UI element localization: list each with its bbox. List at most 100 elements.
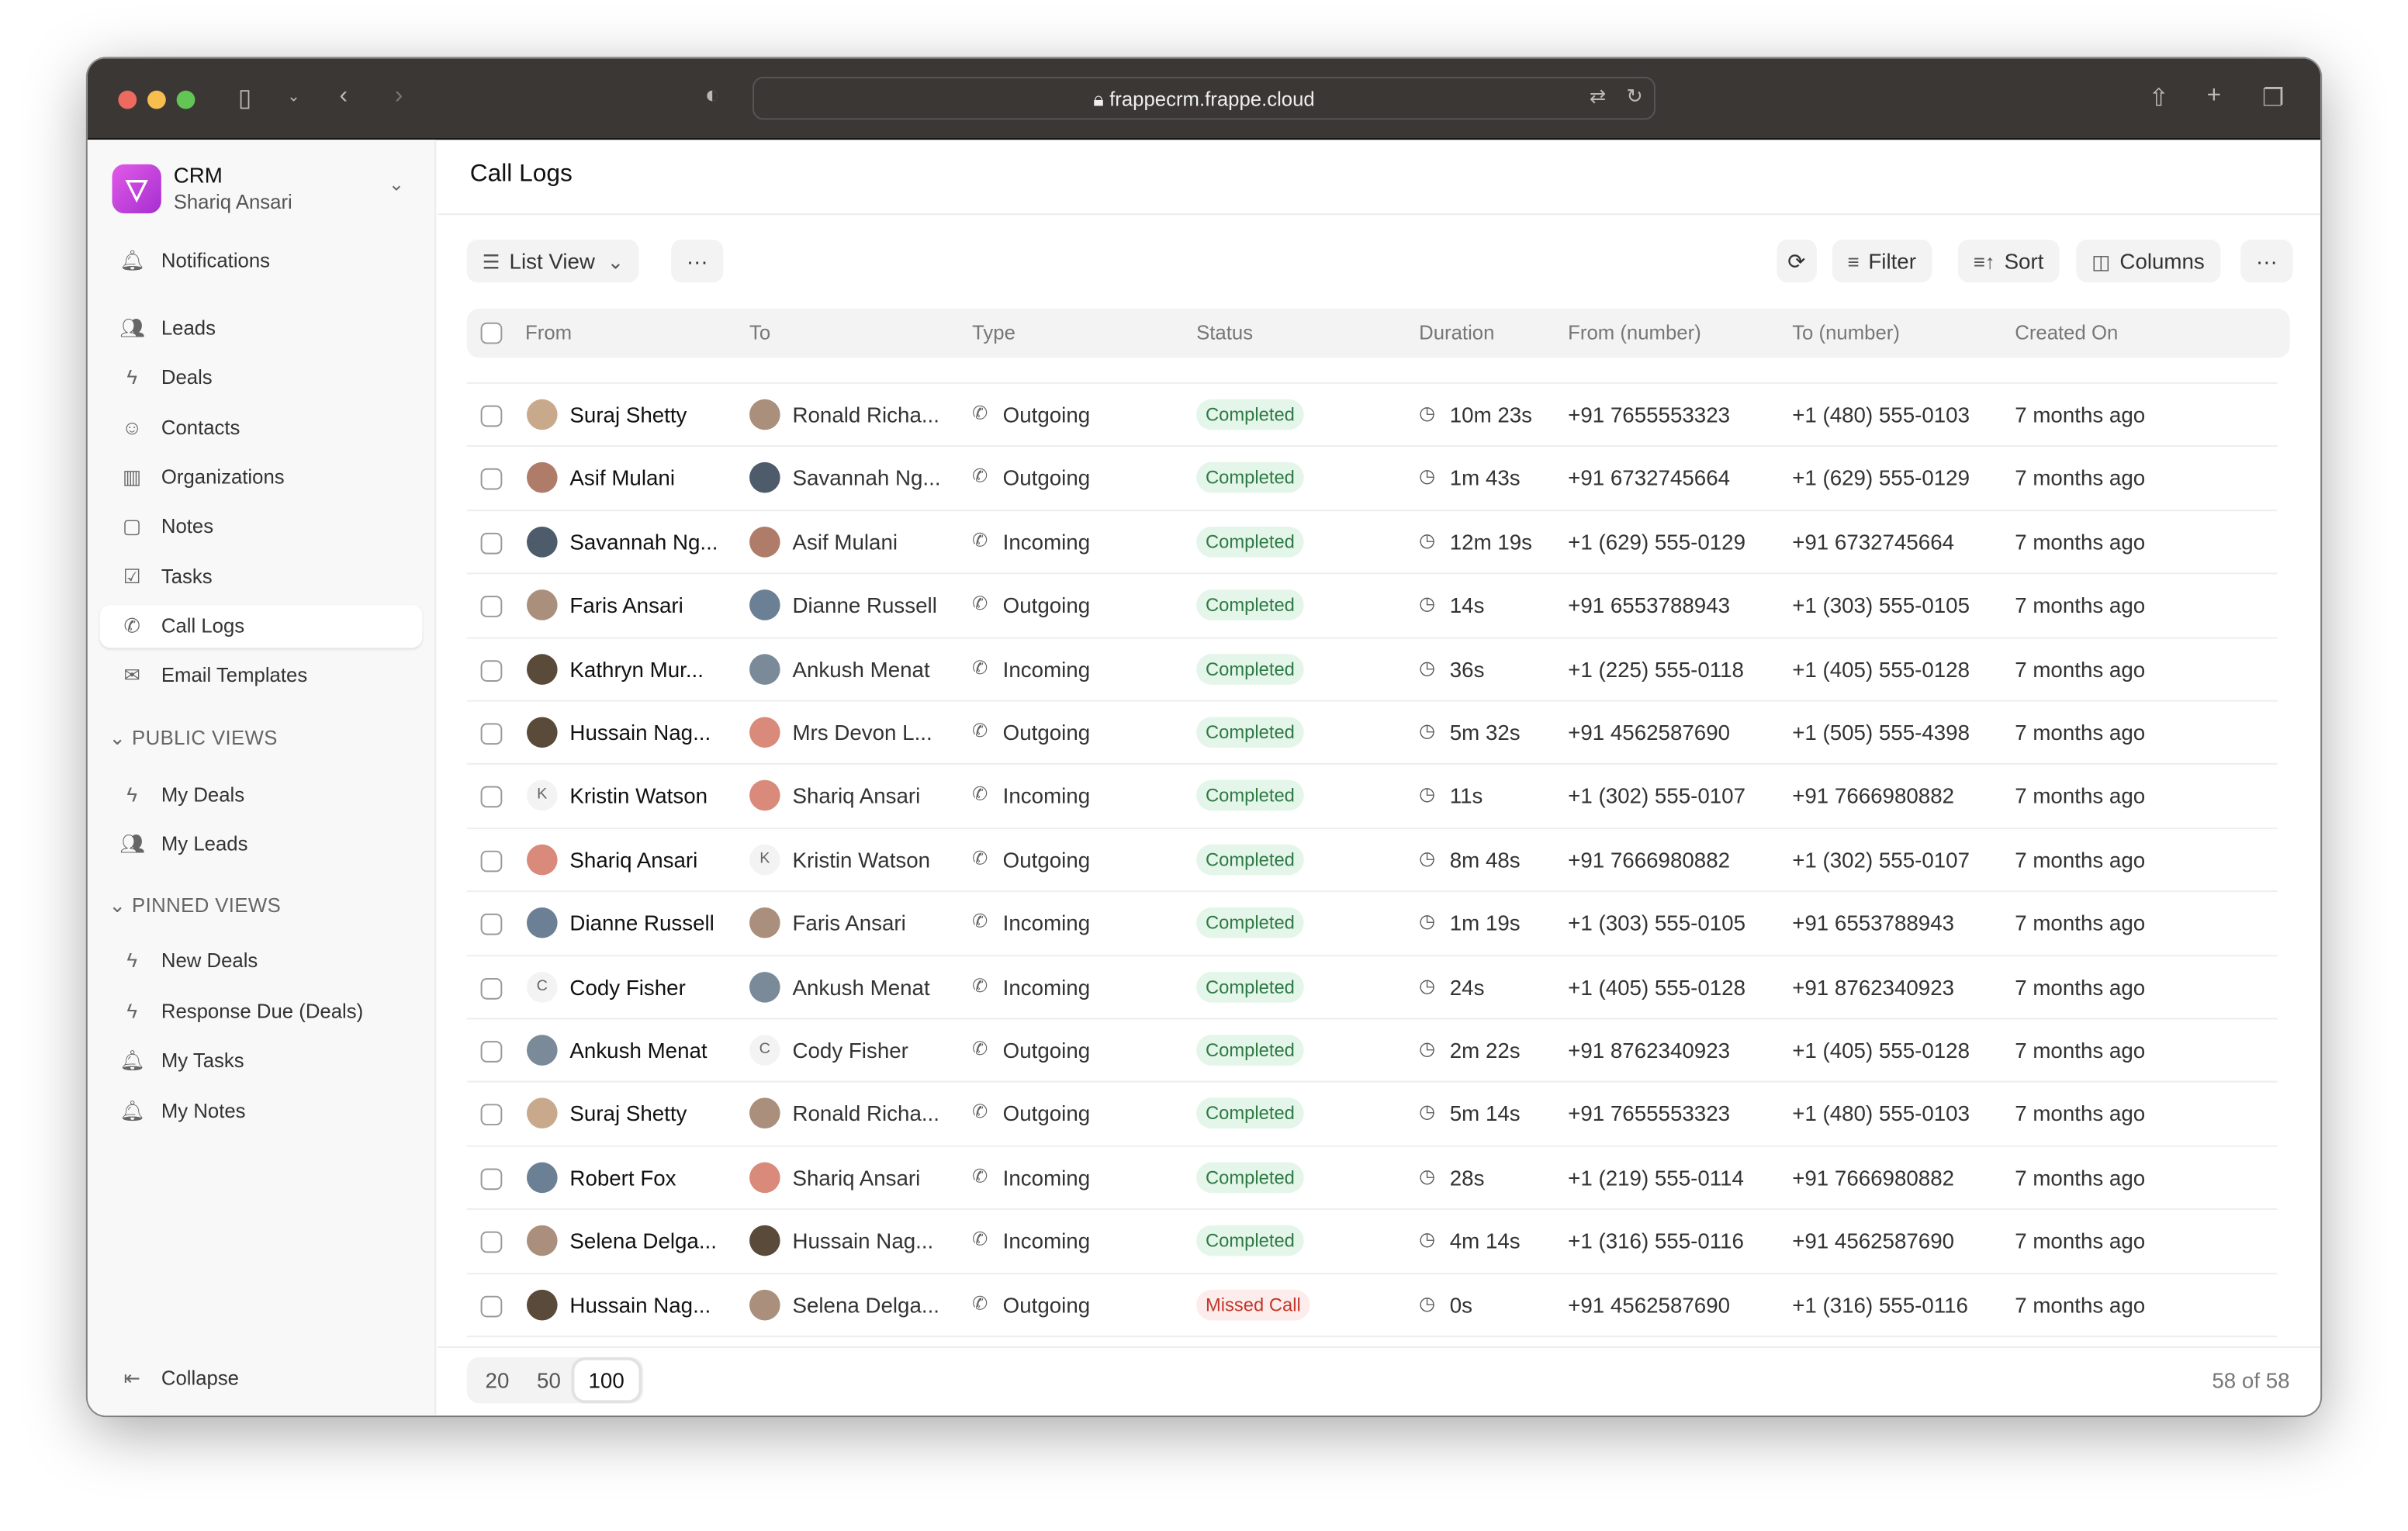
table-row[interactable]: Suraj Shetty Ronald Richa... ✆ Outgoing … [466,1081,2278,1145]
more-options-button[interactable]: ··· [2240,239,2293,283]
minimize-window-button[interactable] [147,90,166,109]
table-row[interactable]: Hussain Nag... Mrs Devon L... ✆ Outgoing… [466,700,2278,764]
sidebar-item-leads[interactable]: 👥︎ Leads [100,307,423,350]
share-icon[interactable]: ⇧ [2148,85,2169,112]
page-size-20[interactable]: 20 [485,1367,510,1393]
sidebar-item-deals[interactable]: ϟ Deals [100,356,423,399]
row-checkbox[interactable] [480,1104,503,1126]
sidebar: ▽ CRM Shariq Ansari ⌄ 🔔︎ Notifications 👥︎ L… [87,140,437,1416]
sidebar-item-new-deals[interactable]: ϟ New Deals [100,940,423,983]
close-window-button[interactable] [118,90,137,109]
row-checkbox[interactable] [480,977,503,999]
sidebar-item-my-leads[interactable]: 👥︎ My Leads [100,823,423,866]
row-checkbox[interactable] [480,1294,503,1317]
row-checkbox[interactable] [480,405,503,427]
table-row[interactable]: Ankush Menat C Cody Fisher ✆ Outgoing Co… [466,1018,2278,1081]
columns-button[interactable]: ◫ Columns [2076,239,2220,283]
public-views-section[interactable]: ⌄ PUBLIC VIEWS [109,726,278,750]
type-cell: Incoming [1002,1229,1091,1253]
table-row[interactable]: Savannah Ng... Asif Mulani ✆ Incoming Co… [466,509,2278,573]
row-checkbox[interactable] [480,723,503,745]
page-size-100[interactable]: 100 [574,1360,638,1401]
duration-cell: 10m 23s [1449,402,1533,427]
chevron-down-icon[interactable]: ⌄ [287,88,300,106]
sidebar-item-notifications[interactable]: 🔔︎ Notifications [100,240,423,282]
table-row[interactable]: Kathryn Mur... Ankush Menat ✆ Incoming C… [466,636,2278,700]
shield-icon[interactable]: ◐ [704,82,720,109]
from-number-cell: +91 8762340923 [1568,1038,1731,1063]
sort-button[interactable]: ≡↑ Sort [1957,239,2060,283]
row-checkbox[interactable] [480,596,503,618]
row-checkbox[interactable] [480,1232,503,1253]
column-header-status[interactable]: Status [1196,320,1254,344]
sidebar-item-call-logs[interactable]: ✆ Call Logs [99,604,423,648]
sidebar-item-label: My Leads [161,831,248,855]
phone-outgoing-icon: ✆ [972,1038,988,1059]
maximize-window-button[interactable] [176,90,195,109]
type-cell: Outgoing [1002,720,1091,745]
pinned-views-section[interactable]: ⌄ PINNED VIEWS [109,893,282,917]
sidebar-toggle-icon[interactable]: ▯ [237,85,252,112]
table-row[interactable]: C Cody Fisher Ankush Menat ✆ Incoming Co… [466,954,2278,1018]
column-header-to[interactable]: To [749,320,771,344]
reload-icon[interactable]: ↻ [1626,84,1643,108]
duration-cell: 11s [1449,783,1483,809]
row-checkbox[interactable] [480,532,503,555]
forward-icon[interactable]: › [394,82,403,109]
table-row[interactable]: Selena Delga... Hussain Nag... ✆ Incomin… [466,1208,2278,1272]
from-cell: Dianne Russell [569,911,714,935]
sidebar-item-my-deals[interactable]: ϟ My Deals [100,774,423,817]
table-row[interactable]: Suraj Shetty Ronald Richa... ✆ Outgoing … [466,382,2278,446]
row-checkbox[interactable] [480,659,503,682]
tabs-overview-icon[interactable]: ❐ [2261,85,2285,112]
table-row[interactable]: Robert Fox Shariq Ansari ✆ Incoming Comp… [466,1145,2278,1208]
avatar [749,653,780,685]
row-checkbox[interactable] [480,468,503,491]
sidebar-item-response-due-deals[interactable]: ϟ Response Due (Deals) [100,990,423,1033]
column-header-from-number[interactable]: From (number) [1568,320,1701,344]
row-checkbox[interactable] [480,850,503,873]
view-options-button[interactable]: ··· [671,239,724,283]
new-tab-icon[interactable]: + [2206,82,2222,109]
avatar [527,907,558,938]
row-checkbox[interactable] [480,914,503,935]
table-row[interactable]: Dianne Russell Faris Ansari ✆ Incoming C… [466,890,2278,955]
sidebar-item-notes[interactable]: ▢ Notes [100,505,423,548]
sidebar-item-organizations[interactable]: ▥ Organizations [100,456,423,499]
column-header-duration[interactable]: Duration [1419,320,1495,344]
table-row[interactable]: K Kristin Watson Shariq Ansari ✆ Incomin… [466,763,2278,828]
collapse-button[interactable]: ⇤ Collapse [100,1357,423,1400]
refresh-button[interactable]: ⟳ [1777,239,1817,283]
table-row[interactable]: Shariq Ansari K Kristin Watson ✆ Outgoin… [466,827,2278,891]
sidebar-item-contacts[interactable]: ☺ Contacts [100,407,423,450]
sidebar-item-tasks[interactable]: ☑ Tasks [100,556,423,599]
created-on-cell: 7 months ago [2015,402,2146,427]
table-row[interactable]: Asif Mulani Savannah Ng... ✆ Outgoing Co… [466,445,2278,510]
column-header-from[interactable]: From [525,320,573,344]
users-icon: 👥︎ [119,831,146,855]
created-on-cell: 7 months ago [2015,465,2146,491]
select-all-checkbox[interactable] [480,322,503,344]
translate-icon[interactable]: ⇄ [1589,84,1607,108]
table-row[interactable]: Hussain Nag... Selena Delga... ✆ Outgoin… [466,1272,2278,1336]
address-bar[interactable]: 🔒︎ frappecrm.frappe.cloud [752,76,1656,120]
row-checkbox[interactable] [480,786,503,809]
refresh-icon: ⟳ [1787,248,1806,274]
row-checkbox[interactable] [480,1041,503,1063]
clock-icon: ◷ [1419,720,1435,742]
row-checkbox[interactable] [480,1168,503,1190]
avatar [749,780,780,812]
column-header-created-on[interactable]: Created On [2015,320,2119,344]
page-size-50[interactable]: 50 [537,1367,561,1393]
back-icon[interactable]: ‹ [339,82,348,109]
sidebar-item-my-tasks[interactable]: 🔔︎ My Tasks [100,1039,423,1082]
column-header-to-number[interactable]: To (number) [1792,320,1900,344]
duration-cell: 28s [1449,1165,1485,1190]
filter-button[interactable]: ≡ Filter [1832,239,1932,283]
table-row[interactable]: Faris Ansari Dianne Russell ✆ Outgoing C… [466,572,2278,637]
sidebar-item-my-notes[interactable]: 🔔︎ My Notes [100,1090,423,1133]
phone-icon: ✆ [123,613,141,638]
view-selector[interactable]: ☰ List View ⌄ [466,239,640,283]
column-header-type[interactable]: Type [972,320,1015,344]
sidebar-item-email-templates[interactable]: ✉ Email Templates [100,654,423,696]
